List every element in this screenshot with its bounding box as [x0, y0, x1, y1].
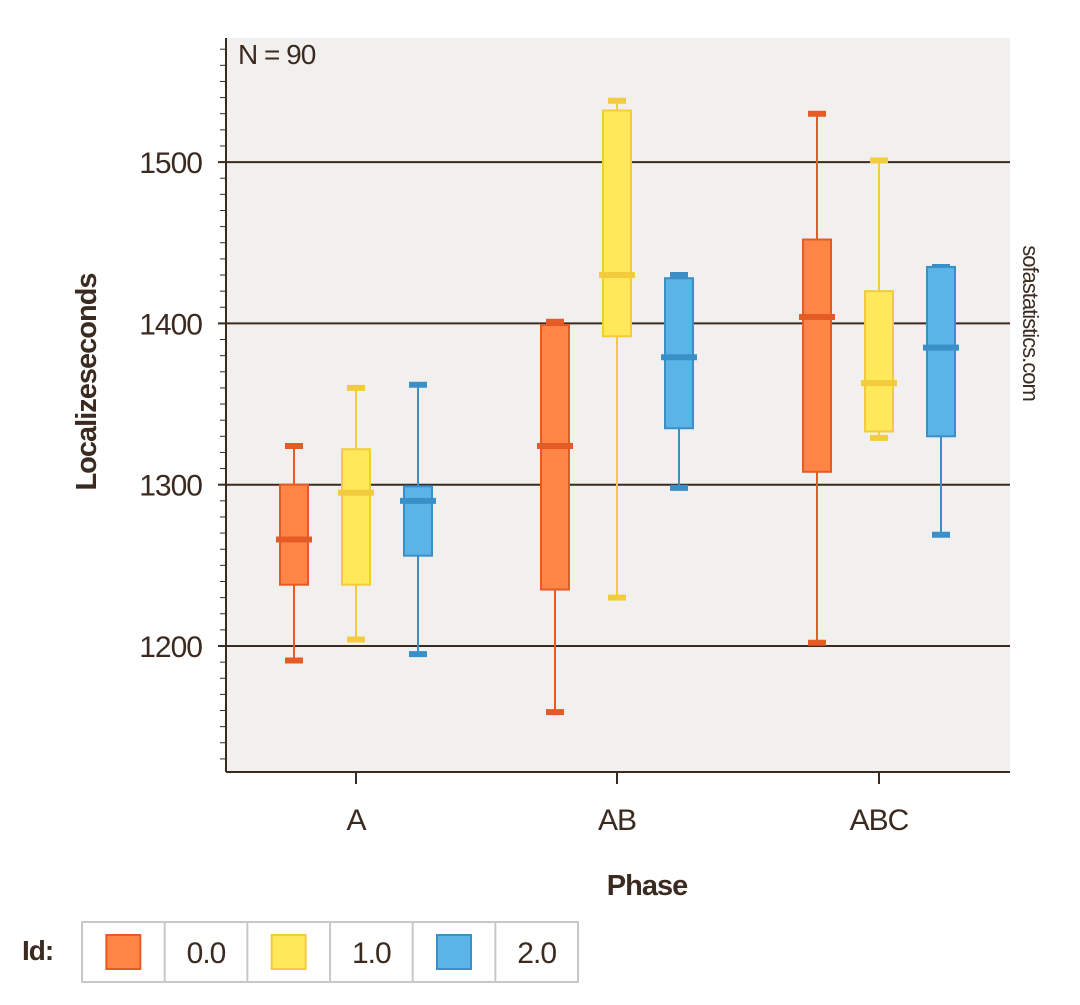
x-tick-label: A — [346, 804, 366, 837]
box-1-0-ABC — [861, 157, 897, 441]
box-2-0-AB — [661, 272, 697, 491]
legend-title: Id: — [22, 935, 53, 966]
y-tick-label: 1400 — [139, 308, 202, 341]
y-axis-ticks: 1200 1300 1400 1500 — [139, 147, 226, 664]
x-tick-label: ABC — [850, 804, 909, 837]
legend-swatch — [436, 934, 472, 970]
legend-swatch — [270, 934, 307, 970]
y-tick-label: 1500 — [139, 147, 202, 180]
x-tick-label: AB — [598, 804, 636, 837]
iqr-box — [802, 238, 832, 473]
iqr-box — [279, 483, 309, 586]
iqr-box — [403, 485, 433, 557]
box-2-0-A — [400, 381, 436, 658]
box-1-0-A — [338, 384, 374, 643]
legend-swatch — [105, 934, 142, 970]
box-0-0-A — [276, 442, 312, 664]
watermark-text: sofastatistics.com — [1018, 245, 1043, 401]
iqr-box — [864, 290, 894, 433]
iqr-box — [602, 109, 632, 338]
iqr-box — [664, 277, 694, 430]
y-tick-label: 1300 — [139, 470, 202, 503]
iqr-box — [926, 265, 956, 438]
n-annotation: N = 90 — [238, 39, 316, 70]
legend-label: 1.0 — [352, 937, 391, 970]
legend: Id: 0.0 1.0 2.0 — [22, 921, 579, 983]
y-tick-label: 1200 — [139, 631, 202, 664]
box-2-0-ABC — [923, 263, 959, 538]
box-0-0-AB — [537, 318, 573, 716]
legend-label: 2.0 — [517, 937, 556, 970]
box-0-0-ABC — [799, 110, 835, 646]
iqr-box — [540, 324, 570, 591]
iqr-box — [341, 448, 371, 586]
box-1-0-AB — [599, 97, 635, 601]
x-axis-ticks: A AB ABC — [346, 772, 910, 837]
x-axis-title: Phase — [607, 870, 688, 902]
legend-label: 0.0 — [187, 937, 226, 970]
box-series — [276, 97, 959, 716]
y-axis-title: Localizeseconds — [71, 273, 103, 490]
